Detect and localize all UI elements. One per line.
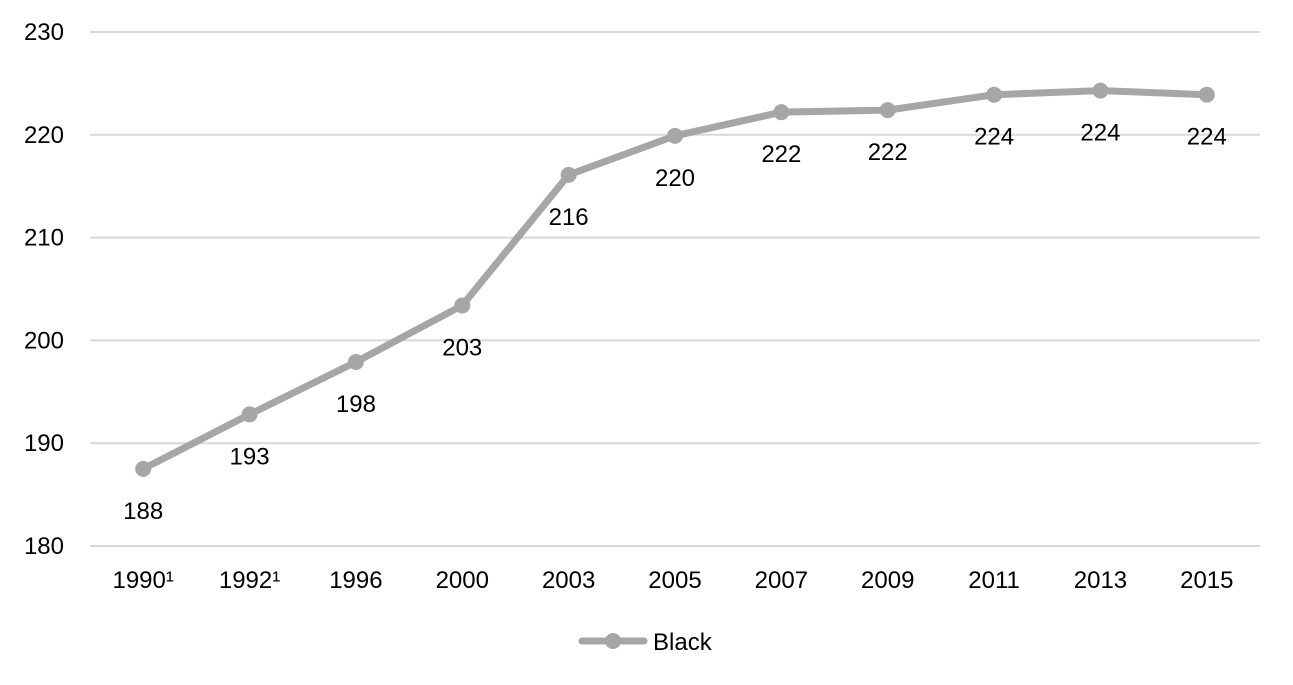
y-tick-label: 210 bbox=[24, 225, 64, 252]
data-point bbox=[241, 406, 258, 423]
data-label: 224 bbox=[974, 124, 1014, 151]
x-tick-label: 2000 bbox=[436, 567, 489, 594]
data-point bbox=[560, 166, 577, 183]
data-label: 224 bbox=[1080, 120, 1120, 147]
data-point bbox=[454, 297, 471, 314]
data-label: 188 bbox=[123, 498, 163, 525]
x-tick-label: 2005 bbox=[648, 567, 701, 594]
data-point bbox=[667, 127, 683, 144]
data-labels: 188 193 198 203 216 220 222 222 224 224 224 bbox=[123, 120, 1227, 525]
series-line bbox=[139, 87, 1211, 473]
y-axis-tick-labels: 180 190 200 210 220 230 bbox=[24, 19, 64, 560]
y-tick-label: 230 bbox=[24, 19, 64, 46]
data-point bbox=[135, 460, 152, 477]
x-axis-tick-labels: 1990¹ 1992¹ 1996 2000 2003 2005 2007 2009 2011 20… bbox=[112, 567, 1233, 594]
data-point bbox=[1092, 82, 1109, 99]
x-tick-label: 2009 bbox=[861, 567, 914, 594]
y-tick-label: 180 bbox=[24, 533, 64, 560]
legend-label-black: Black bbox=[653, 629, 713, 656]
data-point bbox=[986, 86, 1003, 103]
x-tick-label: 2003 bbox=[542, 567, 595, 594]
y-tick-label: 220 bbox=[24, 122, 64, 149]
data-label: 222 bbox=[868, 139, 908, 166]
data-label: 193 bbox=[230, 443, 270, 470]
x-tick-label: 2015 bbox=[1180, 567, 1233, 594]
data-label: 216 bbox=[549, 204, 589, 231]
data-label: 222 bbox=[761, 141, 801, 168]
x-tick-label: 2007 bbox=[755, 567, 808, 594]
x-tick-label: 1992¹ bbox=[219, 567, 280, 594]
series-black bbox=[135, 82, 1215, 477]
x-tick-label: 2011 bbox=[968, 567, 1020, 594]
data-label: 203 bbox=[442, 334, 482, 361]
data-point bbox=[1198, 86, 1215, 103]
legend-swatch-marker bbox=[605, 633, 621, 649]
data-label: 224 bbox=[1187, 124, 1227, 151]
data-point bbox=[773, 104, 790, 121]
legend: Black bbox=[578, 629, 713, 656]
x-tick-label: 1996 bbox=[329, 567, 382, 594]
data-point bbox=[347, 353, 364, 370]
y-tick-label: 200 bbox=[24, 327, 64, 354]
y-tick-label: 190 bbox=[24, 430, 64, 457]
data-point bbox=[879, 102, 896, 119]
x-tick-label: 1990¹ bbox=[112, 567, 173, 594]
data-label: 220 bbox=[655, 165, 695, 192]
x-tick-label: 2013 bbox=[1074, 567, 1127, 594]
data-label: 198 bbox=[336, 391, 376, 418]
